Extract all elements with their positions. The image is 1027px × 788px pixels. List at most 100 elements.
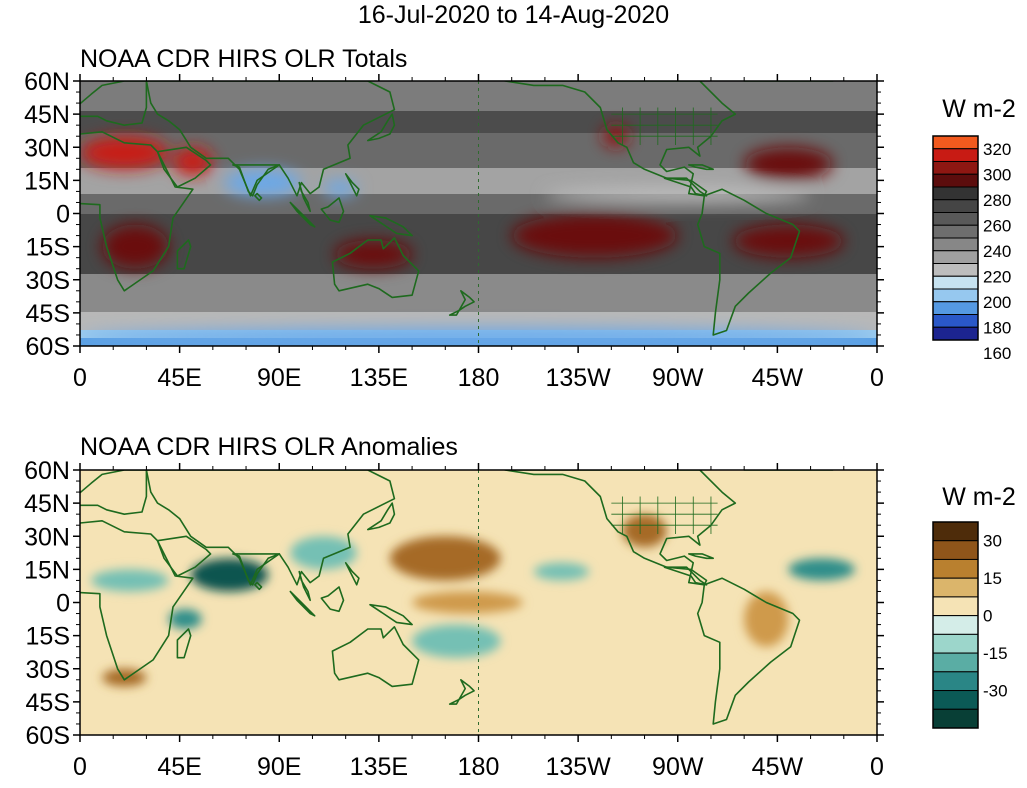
coastline-south-america [696, 188, 801, 336]
colorbar-swatch [932, 275, 979, 290]
colorbar-swatch [932, 135, 979, 150]
colorbar-swatch [932, 540, 979, 560]
field-feature [168, 609, 202, 629]
coastline-africa [80, 131, 194, 292]
field-feature [91, 569, 169, 592]
lat-tick-label: 45N [24, 490, 70, 518]
land-outlines [80, 470, 834, 725]
lon-tick-label: 135E [350, 364, 408, 392]
coastline-central-america [663, 177, 708, 197]
coastline-japan [367, 502, 396, 531]
field-feature [323, 180, 357, 196]
colorbar-unit: W m-2 [942, 483, 1016, 511]
field-feature [290, 536, 357, 570]
coastline-madagascar [176, 239, 192, 270]
colorbar-label: 220 [983, 267, 1011, 286]
colorbar: W m-2 320 300 280 260 240 220 200 180 160 [932, 95, 1016, 363]
map-field [80, 81, 877, 346]
coastline-india-outline [232, 553, 281, 586]
coastline-north-america [504, 81, 737, 197]
coastline-cuba [688, 164, 714, 171]
field-feature [744, 147, 833, 181]
lon-tick-label: 135W [545, 364, 611, 392]
lat-tick-label: 45S [26, 689, 70, 717]
coastline-sumatra [289, 590, 316, 617]
lon-tick-label: 0 [870, 364, 884, 392]
lon-tick-label: 180 [458, 364, 500, 392]
lon-tick-label: 0 [73, 753, 87, 781]
coastline-new-guinea [369, 603, 413, 626]
field-feature [412, 591, 523, 614]
lat-tick-label: 60S [26, 333, 70, 361]
coastline-asia [145, 81, 396, 197]
colorbar-swatch [932, 263, 979, 277]
colorbar-label: -30 [983, 682, 1008, 701]
colorbar-swatch [932, 671, 979, 692]
colorbar-swatch [932, 212, 979, 226]
coastline-sumatra [289, 201, 316, 228]
coastline-europe [80, 81, 148, 126]
coastline-borneo [320, 586, 345, 613]
lat-tick-label: 45S [26, 300, 70, 328]
field-feature [389, 536, 501, 581]
coastline-malay-peninsula [298, 570, 311, 602]
lon-tick-label: 45W [752, 753, 804, 781]
colorbar-label: 15 [983, 569, 1002, 588]
field-feature [412, 624, 501, 658]
colorbar: W m-2 30 15 0 -15 -30 [932, 483, 1016, 729]
colorbar-swatch [932, 521, 979, 542]
lat-tick-label: 0 [56, 201, 70, 229]
lon-tick-label: 135W [545, 753, 611, 781]
colorbar-swatch [932, 690, 979, 710]
map-field [80, 470, 877, 735]
coastline-cuba [688, 553, 714, 560]
colorbar-label: 160 [983, 344, 1011, 363]
lon-tick-label: 90W [652, 364, 704, 392]
coastline-south-america [696, 577, 801, 725]
field-blobs [91, 514, 855, 687]
olr-totals-panel: NOAA CDR HIRS OLR Totals 60N 45N 30N 15N 0 15… [24, 45, 1016, 392]
colorbar-label: 300 [983, 165, 1011, 184]
land-outlines [80, 81, 834, 336]
coastline-australia [331, 626, 420, 688]
lon-tick-label: 45W [752, 364, 804, 392]
colorbar-unit: W m-2 [942, 95, 1016, 123]
field-feature [788, 558, 855, 581]
colorbar-swatch [932, 314, 979, 328]
colorbar-label: 320 [983, 140, 1011, 159]
lat-tick-label: 15S [26, 234, 70, 262]
colorbar-frame [932, 135, 979, 341]
lat-tick-label: 15N [24, 556, 70, 584]
colorbar-swatch [932, 652, 979, 673]
field-feature [544, 187, 811, 203]
field-feature [622, 514, 667, 548]
olr-anomalies-panel: NOAA CDR HIRS OLR Anomalies 60N 45N 30N 15N… [24, 433, 1016, 781]
lat-tick-label: 45N [24, 101, 70, 129]
colorbar-label: 180 [983, 318, 1011, 337]
coastline-india-outline [232, 164, 281, 197]
colorbar-swatch [932, 237, 979, 252]
coastline-philippines [344, 562, 360, 586]
lat-tick-label: 15S [26, 623, 70, 651]
lon-tick-label: 45E [157, 364, 201, 392]
field-feature [744, 591, 789, 647]
lon-tick-label: 45E [157, 753, 201, 781]
colorbar-swatch [932, 301, 979, 315]
colorbar-swatch [932, 199, 979, 213]
coastline-new-guinea [369, 214, 413, 237]
coastline-sri-lanka [254, 581, 263, 591]
lat-tick-label: 30S [26, 656, 70, 684]
colorbar-swatch [932, 633, 979, 654]
colorbar-swatch [932, 148, 979, 162]
lat-tick-label: 30N [24, 134, 70, 162]
field-blobs [80, 125, 877, 346]
colorbar-swatch [932, 708, 979, 729]
lon-tick-label: 90E [257, 753, 301, 781]
panel-title: NOAA CDR HIRS OLR Totals [80, 45, 407, 73]
colorbar-swatch [932, 615, 979, 635]
coastline-central-america [663, 566, 708, 586]
lat-tick-label: 60S [26, 722, 70, 750]
